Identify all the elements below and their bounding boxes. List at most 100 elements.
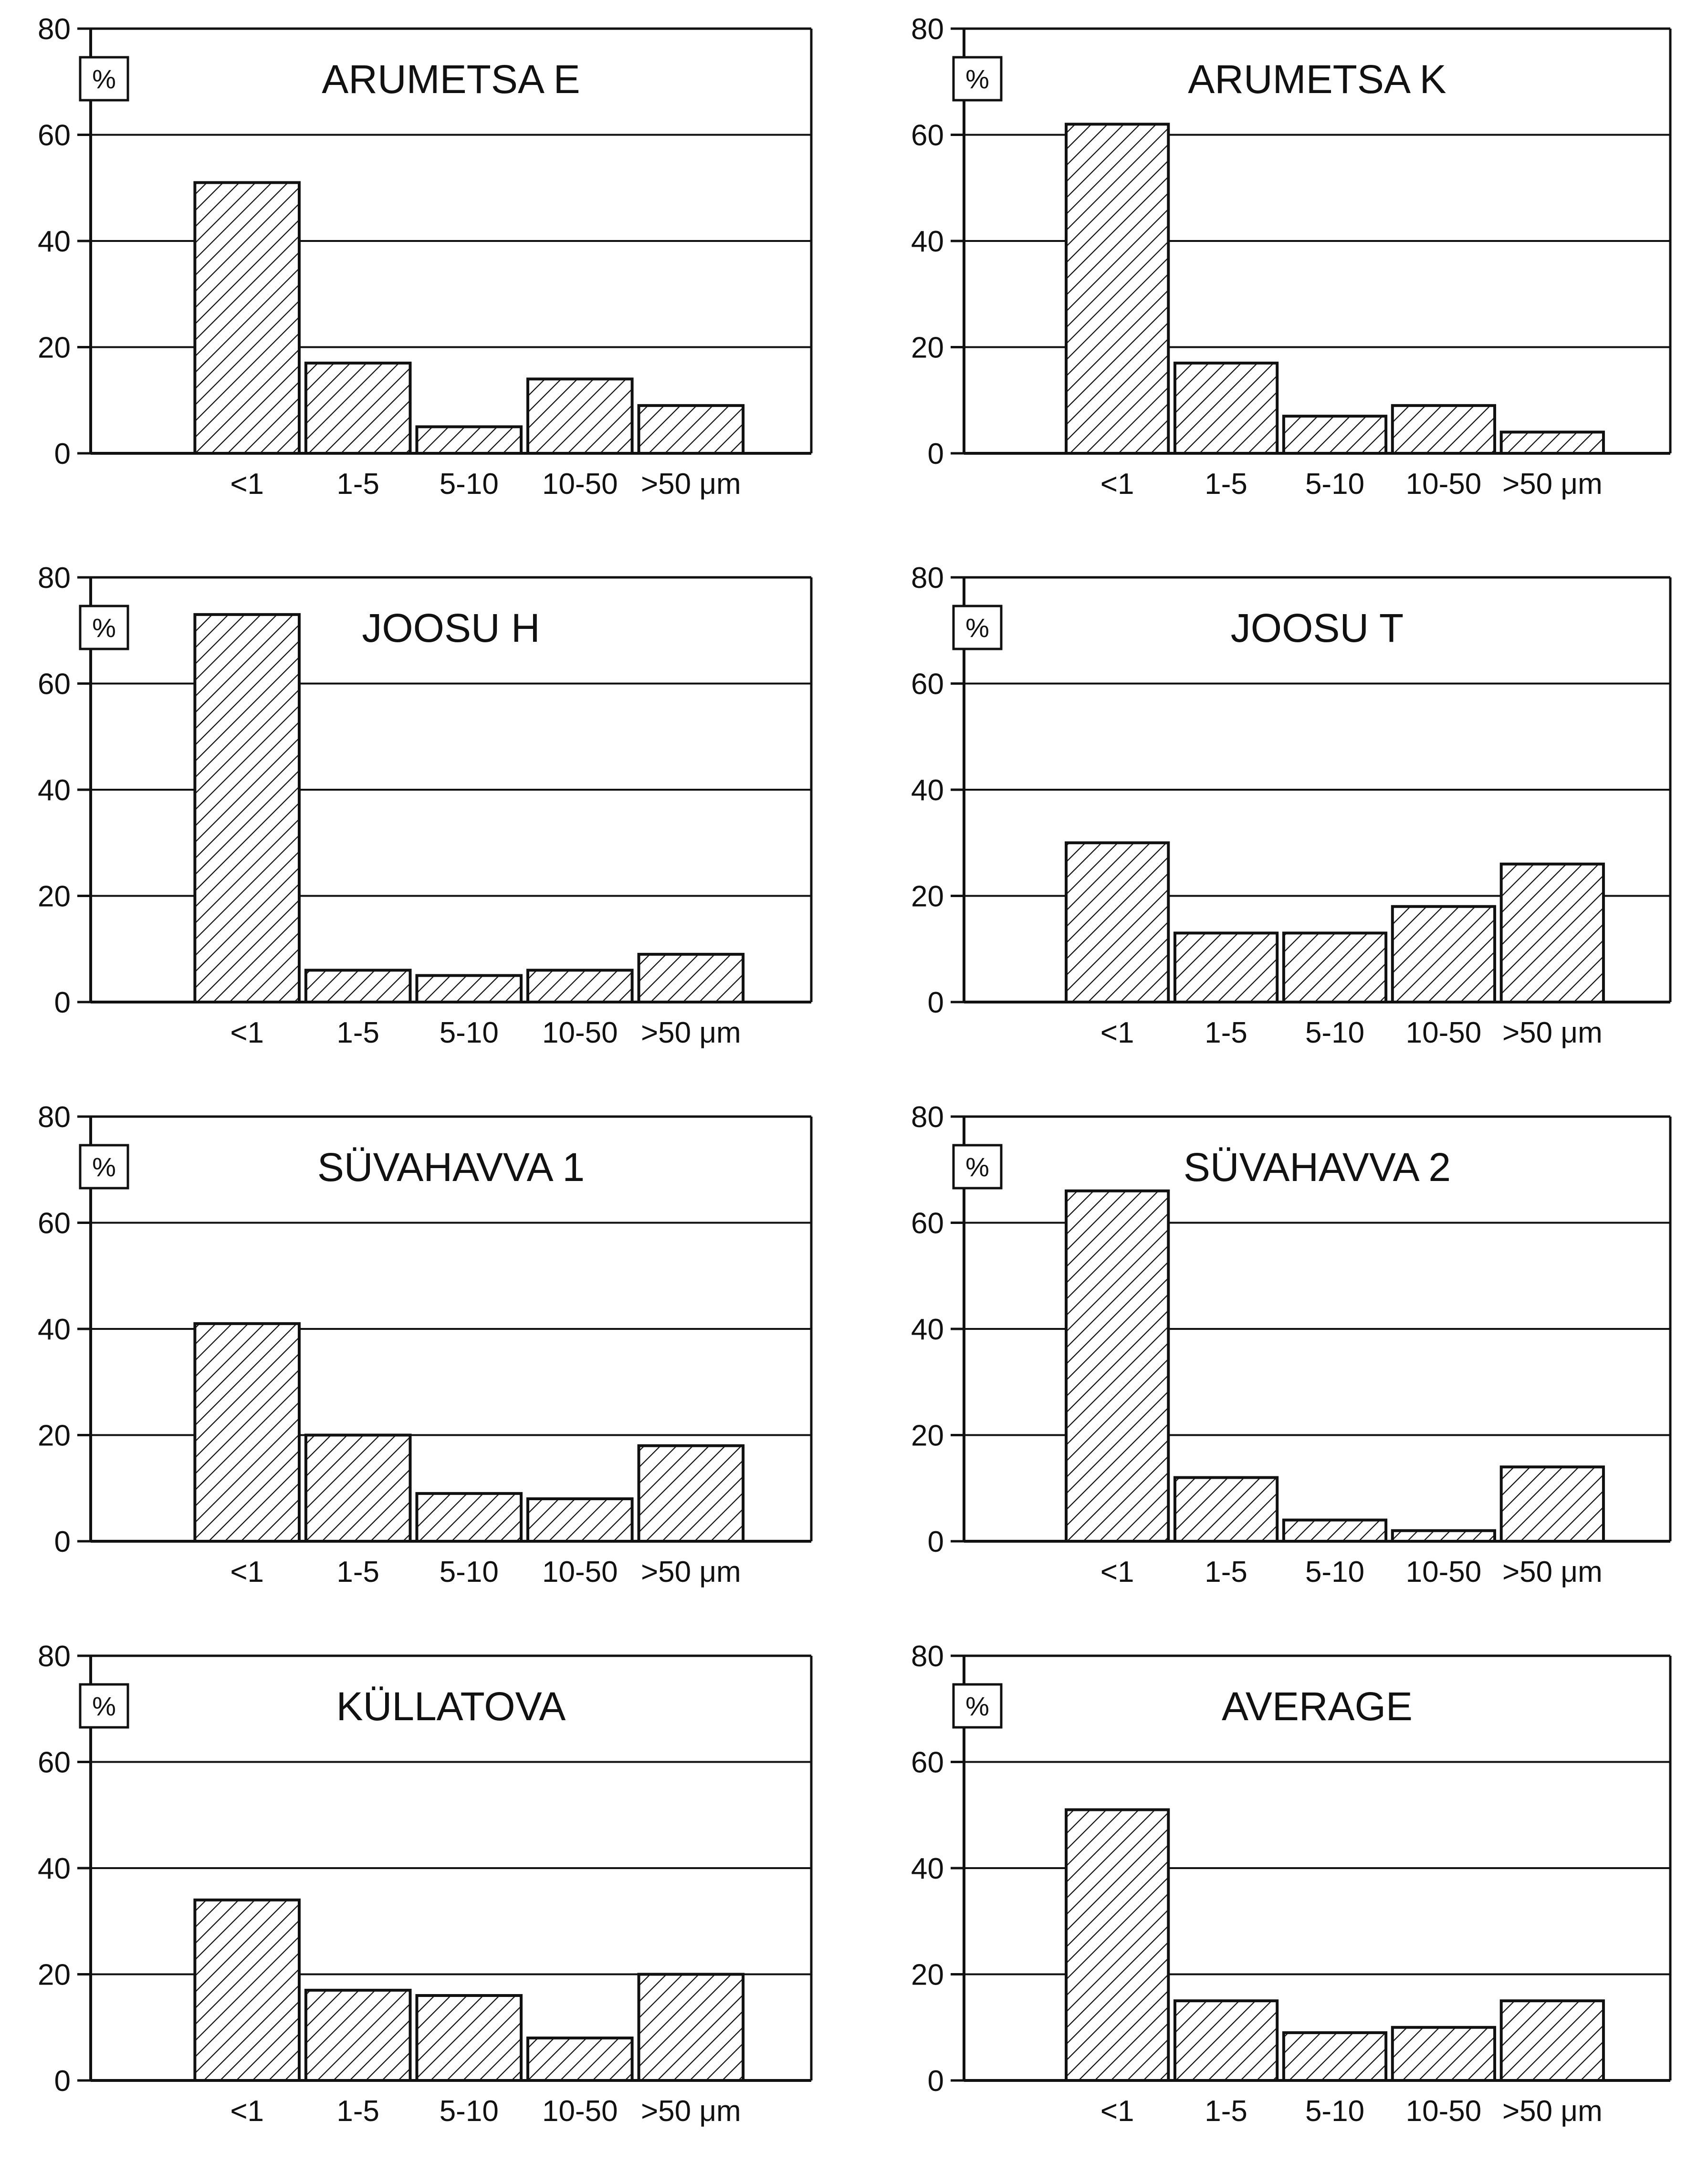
- unit-box: %: [952, 1683, 1003, 1729]
- y-tick-label: 80: [38, 1101, 71, 1134]
- x-tick-label: 5-10: [1305, 1016, 1364, 1049]
- y-tick-label: 60: [38, 119, 71, 152]
- x-tick-label: >50 μm: [641, 1016, 741, 1049]
- chart-panel: 0 20 40 60 80% JOOSU H <1 1-5 5-10 10-50 >50 μm: [38, 562, 813, 1049]
- x-tick-label: >50 μm: [1502, 468, 1603, 501]
- bar: [637, 404, 745, 455]
- unit-label: %: [965, 64, 989, 94]
- bar: [1173, 931, 1279, 1003]
- x-tick-label: <1: [230, 468, 264, 501]
- chart-title: KÜLLATOVA: [336, 1684, 566, 1729]
- bar: [1391, 404, 1497, 455]
- bar: [526, 2037, 634, 2082]
- bar: [1065, 123, 1170, 455]
- chart-title: SÜVAHAVVA 1: [317, 1145, 585, 1190]
- bar: [1065, 1808, 1170, 2082]
- chart-title: ARUMETSA K: [1188, 57, 1446, 102]
- y-tick-label: 0: [928, 438, 944, 470]
- x-tick-label: >50 μm: [1502, 1016, 1603, 1049]
- unit-label: %: [965, 613, 989, 643]
- bar: [1173, 361, 1279, 455]
- y-tick-label: 80: [911, 13, 944, 46]
- y-tick-label: 80: [911, 1101, 944, 1134]
- chart-panel: 0 20 40 60 80% ARUMETSA K <1 1-5 5-10 10-50 >50 μm: [911, 13, 1672, 501]
- bar: [415, 1492, 523, 1543]
- x-tick-label: 5-10: [440, 1556, 499, 1588]
- x-tick-label: 1-5: [1205, 1556, 1247, 1588]
- unit-box-frame: [952, 605, 1003, 650]
- y-tick-label: 40: [38, 774, 71, 807]
- x-tick-label: 5-10: [440, 468, 499, 501]
- bar: [193, 1898, 301, 2082]
- y-tick-label: 20: [911, 332, 944, 365]
- bar: [1065, 841, 1170, 1003]
- x-tick-label: 5-10: [1305, 2095, 1364, 2128]
- unit-box-frame: [952, 1144, 1003, 1190]
- y-tick-label: 60: [911, 119, 944, 152]
- x-tick-label: >50 μm: [641, 2095, 741, 2128]
- y-tick-label: 40: [911, 1313, 944, 1346]
- bar: [526, 969, 634, 1003]
- chart-panel: 0 20 40 60 80% SÜVAHAVVA 2 <1 1-5 5-10 10-50 >50 μ…: [911, 1101, 1672, 1588]
- chart-title: ARUMETSA E: [322, 57, 580, 102]
- x-tick-label: 1-5: [336, 1016, 379, 1049]
- unit-box: %: [79, 1683, 129, 1729]
- x-tick-label: >50 μm: [1502, 1556, 1603, 1588]
- y-tick-label: 40: [911, 774, 944, 807]
- unit-box-frame: [79, 1683, 129, 1729]
- bar: [1391, 905, 1497, 1003]
- y-tick-label: 20: [38, 332, 71, 365]
- y-tick-label: 80: [911, 562, 944, 595]
- bar: [1065, 1189, 1170, 1543]
- y-tick-label: 80: [38, 562, 71, 595]
- bar: [1499, 1999, 1605, 2082]
- bar: [415, 425, 523, 455]
- x-tick-label: 5-10: [1305, 468, 1364, 501]
- bar: [193, 613, 301, 1003]
- unit-box: %: [952, 1144, 1003, 1190]
- unit-box-frame: [79, 605, 129, 650]
- x-tick-label: <1: [230, 2095, 264, 2128]
- y-tick-label: 0: [54, 1526, 71, 1558]
- x-tick-label: 1-5: [336, 1556, 379, 1588]
- bar: [1499, 430, 1605, 455]
- y-tick-label: 60: [38, 1746, 71, 1779]
- chart-title: AVERAGE: [1222, 1684, 1413, 1729]
- y-tick-label: 20: [38, 1959, 71, 1992]
- unit-label: %: [965, 1152, 989, 1182]
- unit-box: %: [952, 605, 1003, 650]
- bar: [526, 377, 634, 455]
- bar: [1391, 2026, 1497, 2082]
- y-tick-label: 20: [911, 880, 944, 913]
- x-tick-label: 1-5: [336, 2095, 379, 2128]
- unit-box: %: [79, 605, 129, 650]
- y-tick-label: 0: [928, 986, 944, 1019]
- x-tick-label: <1: [230, 1556, 264, 1588]
- y-tick-label: 40: [911, 225, 944, 258]
- bar: [1173, 1476, 1279, 1543]
- bar: [1282, 1518, 1388, 1543]
- x-tick-label: >50 μm: [641, 1556, 741, 1588]
- bar: [304, 969, 412, 1003]
- y-tick-label: 20: [911, 1420, 944, 1453]
- y-tick-label: 40: [38, 1852, 71, 1885]
- unit-box-frame: [952, 1683, 1003, 1729]
- bar: [304, 361, 412, 455]
- y-tick-label: 0: [54, 2065, 71, 2098]
- y-tick-label: 80: [911, 1640, 944, 1673]
- x-tick-label: <1: [1100, 1016, 1134, 1049]
- x-tick-label: 5-10: [1305, 1556, 1364, 1588]
- x-tick-label: >50 μm: [641, 468, 741, 501]
- x-tick-label: 10-50: [1406, 2095, 1482, 2128]
- chart-title: SÜVAHAVVA 2: [1184, 1145, 1451, 1190]
- y-tick-label: 60: [38, 1207, 71, 1240]
- unit-box-frame: [952, 56, 1003, 102]
- unit-label: %: [965, 1691, 989, 1721]
- x-tick-label: <1: [230, 1016, 264, 1049]
- bar: [1391, 1529, 1497, 1543]
- y-tick-label: 60: [911, 1746, 944, 1779]
- y-tick-label: 40: [38, 225, 71, 258]
- bar: [1282, 415, 1388, 455]
- y-tick-label: 40: [38, 1313, 71, 1346]
- unit-label: %: [92, 613, 116, 643]
